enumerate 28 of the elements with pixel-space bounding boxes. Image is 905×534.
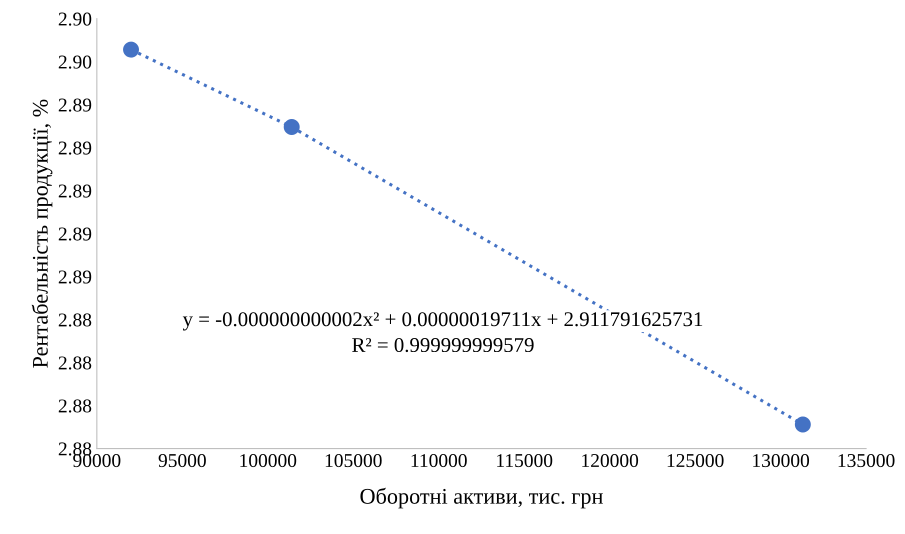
x-tick-label: 120000	[582, 454, 638, 468]
y-tick-label: 2.89	[58, 98, 92, 112]
x-axis-title: Оборотні активи, тис. грн	[360, 488, 603, 508]
x-tick-label: 105000	[326, 454, 382, 468]
x-tick-label: 125000	[668, 454, 724, 468]
y-tick-label: 2.88	[58, 399, 92, 413]
x-tick-label: 100000	[240, 454, 296, 468]
y-tick-label: 2.90	[58, 55, 92, 69]
point	[123, 42, 139, 58]
y-axis-title: Рентабельність продукції, %	[32, 100, 52, 368]
x-tick-label: 90000	[73, 454, 120, 468]
y-tick-label: 2.89	[58, 270, 92, 284]
y-tick-label: 2.90	[58, 12, 92, 26]
point	[284, 119, 300, 135]
x-tick-label: 110000	[412, 454, 467, 468]
x-tick-label: 95000	[158, 454, 206, 468]
annotation: y = -0.000000000002x² + 0.00000019711x + 2.911791625731	[182, 312, 702, 331]
x-tick-label: 130000	[753, 454, 810, 468]
y-tick-label: 2.88	[58, 313, 92, 327]
annotation: R² = 0.999999999579	[352, 338, 534, 352]
x-tick-label: 115000	[497, 454, 552, 468]
point	[794, 416, 811, 432]
y-tick-label: 2.89	[58, 184, 92, 198]
x-tick-label: 135000	[838, 454, 895, 468]
y-tick-label: 2.89	[58, 141, 92, 155]
y-tick-label: 2.88	[58, 442, 92, 456]
y-tick-label: 2.88	[58, 356, 92, 370]
y-tick-label: 2.89	[58, 227, 92, 241]
